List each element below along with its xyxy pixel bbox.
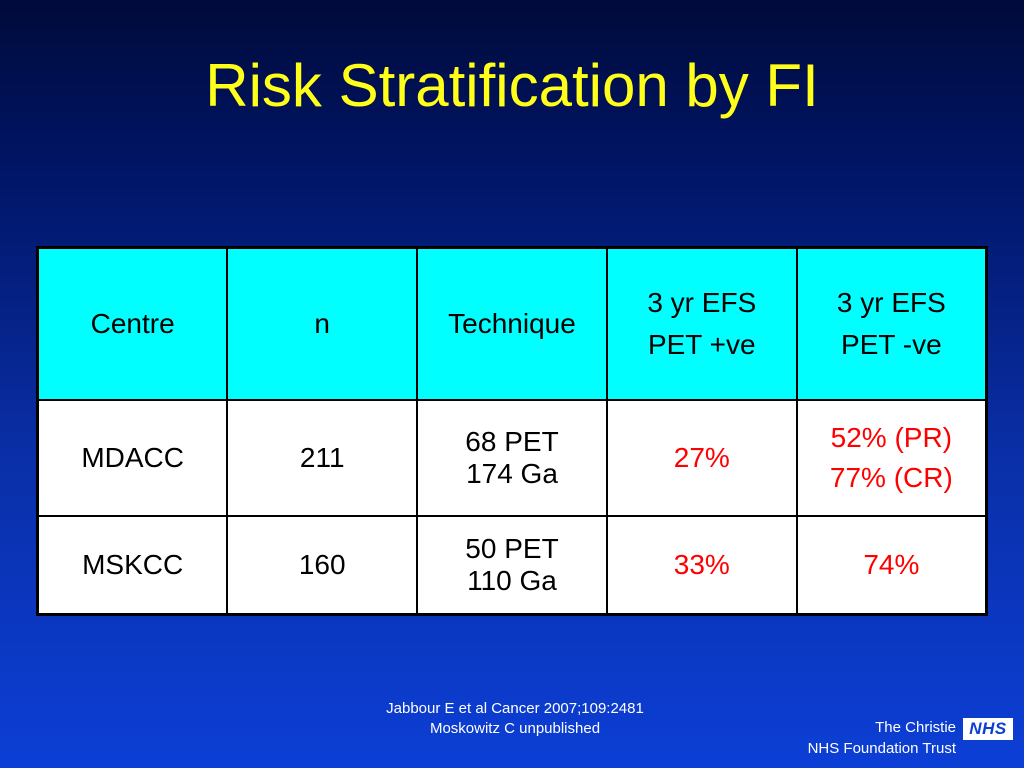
references: Jabbour E et al Cancer 2007;109:2481 Mos… [0,699,1024,739]
risk-table: Centre n Technique 3 yr EFS PET +ve 3 yr… [36,246,988,616]
cell-n: 160 [226,515,419,616]
cell-efs-pet-positive: 27% [605,399,798,517]
table-header-row: Centre n Technique 3 yr EFS PET +ve 3 yr… [36,246,988,401]
cell-n: 211 [226,399,419,517]
cell-technique: 68 PET 174 Ga [416,399,608,517]
organisation-name: The Christie NHS Foundation Trust [808,717,956,759]
org-line-2: NHS Foundation Trust [807,740,956,757]
cell-efs-pet-negative: 52% (PR) 77% (CR) [795,399,988,517]
cell-efs-pet-negative: 74% [795,515,988,616]
cell-technique: 50 PET 110 Ga [416,515,608,616]
header-centre: Centre [36,246,229,401]
reference-line: Moskowitz C unpublished [429,720,601,737]
header-n: n [226,246,419,401]
reference-line: Jabbour E et al Cancer 2007;109:2481 [386,700,644,717]
nhs-logo-text: NHS [969,719,1007,738]
header-efs-pet-positive: 3 yr EFS PET +ve [605,246,798,401]
header-technique: Technique [416,246,608,401]
cell-centre: MSKCC [36,515,229,616]
cell-efs-pet-positive: 33% [605,515,798,616]
slide-title: Risk Stratification by FI [205,52,819,119]
nhs-logo: NHS [963,718,1013,740]
org-line-1: The Christie [875,719,956,736]
header-efs-pet-negative: 3 yr EFS PET -ve [795,246,988,401]
table-row: MDACC 211 68 PET 174 Ga 27% 52% (PR) 77%… [36,399,988,517]
cell-centre: MDACC [36,399,229,517]
table-row: MSKCC 160 50 PET 110 Ga 33% 74% [36,515,988,616]
